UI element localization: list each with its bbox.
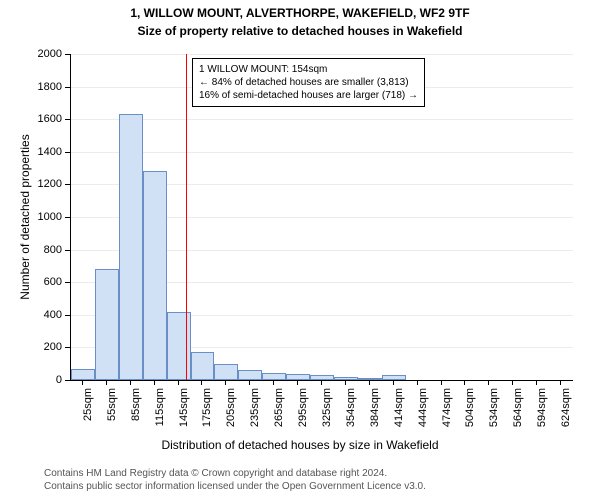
- xtick-mark: [345, 380, 346, 385]
- histogram-bar: [71, 369, 95, 380]
- xtick-label: 25sqm: [82, 388, 94, 438]
- xtick-label: 265sqm: [273, 388, 285, 438]
- histogram-bar: [143, 171, 167, 380]
- xtick-mark: [536, 380, 537, 385]
- xtick-label: 624sqm: [560, 388, 572, 438]
- xtick-label: 504sqm: [464, 388, 476, 438]
- ytick-mark: [65, 152, 70, 153]
- xtick-label: 85sqm: [130, 388, 142, 438]
- xtick-mark: [441, 380, 442, 385]
- xtick-label: 474sqm: [441, 388, 453, 438]
- xtick-mark: [297, 380, 298, 385]
- ytick-mark: [65, 184, 70, 185]
- ytick-mark: [65, 315, 70, 316]
- xtick-mark: [106, 380, 107, 385]
- xtick-mark: [488, 380, 489, 385]
- annotation-box: 1 WILLOW MOUNT: 154sqm← 84% of detached …: [192, 58, 425, 107]
- annotation-line: 16% of semi-detached houses are larger (…: [199, 89, 418, 102]
- gridline-h: [71, 119, 573, 120]
- ytick-mark: [65, 54, 70, 55]
- histogram-bar: [262, 373, 286, 380]
- xtick-mark: [321, 380, 322, 385]
- ytick-mark: [65, 217, 70, 218]
- ytick-mark: [65, 282, 70, 283]
- xtick-label: 325sqm: [321, 388, 333, 438]
- xtick-mark: [130, 380, 131, 385]
- xtick-mark: [512, 380, 513, 385]
- xtick-mark: [249, 380, 250, 385]
- xtick-mark: [225, 380, 226, 385]
- ytick-mark: [65, 87, 70, 88]
- annotation-line: 1 WILLOW MOUNT: 154sqm: [199, 63, 418, 76]
- xtick-mark: [417, 380, 418, 385]
- ytick-mark: [65, 250, 70, 251]
- histogram-bar: [238, 370, 262, 380]
- xtick-mark: [464, 380, 465, 385]
- size-marker-line: [186, 54, 187, 380]
- xtick-label: 594sqm: [536, 388, 548, 438]
- page-subtitle: Size of property relative to detached ho…: [0, 24, 600, 38]
- xtick-label: 175sqm: [201, 388, 213, 438]
- xtick-mark: [560, 380, 561, 385]
- xtick-label: 564sqm: [512, 388, 524, 438]
- xtick-label: 295sqm: [297, 388, 309, 438]
- histogram-bar: [191, 352, 215, 380]
- attribution-footer: Contains HM Land Registry data © Crown c…: [44, 468, 426, 493]
- histogram-bar: [95, 269, 119, 380]
- page-address: 1, WILLOW MOUNT, ALVERTHORPE, WAKEFIELD,…: [0, 6, 600, 20]
- xtick-mark: [154, 380, 155, 385]
- ytick-mark: [65, 119, 70, 120]
- xtick-mark: [273, 380, 274, 385]
- gridline-h: [71, 152, 573, 153]
- xtick-label: 354sqm: [345, 388, 357, 438]
- gridline-h: [71, 54, 573, 55]
- xtick-mark: [82, 380, 83, 385]
- xtick-label: 205sqm: [225, 388, 237, 438]
- xtick-label: 384sqm: [369, 388, 381, 438]
- ytick-mark: [65, 347, 70, 348]
- x-axis-label: Distribution of detached houses by size …: [0, 438, 600, 452]
- xtick-label: 534sqm: [488, 388, 500, 438]
- histogram-bar: [214, 364, 238, 380]
- xtick-label: 145sqm: [178, 388, 190, 438]
- annotation-line: ← 84% of detached houses are smaller (3,…: [199, 76, 418, 89]
- xtick-label: 55sqm: [106, 388, 118, 438]
- xtick-mark: [201, 380, 202, 385]
- xtick-label: 444sqm: [417, 388, 429, 438]
- y-axis-label: Number of detached properties: [18, 54, 32, 380]
- histogram-bar: [119, 114, 143, 380]
- histogram-bar: [167, 312, 191, 380]
- ytick-mark: [65, 380, 70, 381]
- xtick-mark: [369, 380, 370, 385]
- xtick-label: 235sqm: [249, 388, 261, 438]
- xtick-label: 115sqm: [154, 388, 166, 438]
- xtick-mark: [393, 380, 394, 385]
- footer-line-2: Contains public sector information licen…: [44, 481, 426, 494]
- xtick-label: 414sqm: [393, 388, 405, 438]
- footer-line-1: Contains HM Land Registry data © Crown c…: [44, 468, 426, 481]
- xtick-mark: [178, 380, 179, 385]
